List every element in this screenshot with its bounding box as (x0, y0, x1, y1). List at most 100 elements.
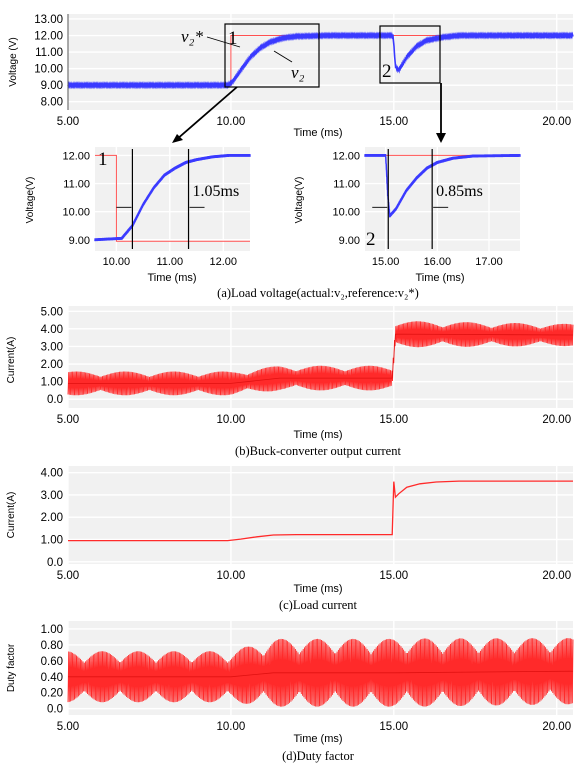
y-axis-label: Duty factor (6, 643, 17, 692)
y-tick-label: 0.0 (47, 704, 63, 716)
y-tick-label: 2.00 (41, 359, 63, 371)
y-tick-label: 13.00 (34, 14, 63, 26)
x-tick-label: 15.00 (379, 414, 408, 426)
y-tick-label: 0.60 (41, 656, 63, 668)
series-group (67, 31, 574, 90)
x-tick-label: 20.00 (542, 116, 571, 128)
plot-area (68, 14, 573, 110)
y-tick-label: 10.00 (34, 64, 63, 76)
chart-duty-factor: 0.0 0.20 0.40 0.60 0.80 1.00 5.00 10.00 15.00 20.… (6, 621, 574, 745)
y-tick-label: 11.00 (35, 47, 63, 59)
series-group (94, 153, 251, 242)
duty-factor-ripple-mean (68, 670, 574, 678)
chart-buck-current: 0.0 1.00 2.00 3.00 4.00 5.00 5.00 10.00 15.00 20.… (6, 306, 574, 441)
y-tick-label: 1.00 (41, 624, 63, 636)
x-axis-label: Time (ms) (147, 272, 196, 284)
x-tick-label: 17.00 (475, 256, 503, 268)
y-tick-label: 0.20 (41, 688, 63, 700)
x-axis-label: Time (ms) (415, 272, 464, 284)
y-tick-label: 5.00 (41, 306, 63, 318)
x-tick-label: 10.00 (217, 414, 246, 426)
chart-load-current: 0.0 1.00 2.00 3.00 4.00 5.00 10.00 15.00 20.00 C… (6, 466, 573, 595)
y-tick-label: 10.00 (62, 207, 90, 219)
x-axis-label: Time (ms) (293, 127, 342, 139)
tick-labels: 0.0 1.00 2.00 3.00 4.00 5.00 10.00 15.00 20.00 (41, 468, 571, 582)
plot-area (365, 147, 520, 251)
interval-label: 0.85ms (436, 183, 483, 200)
x-tick-label: 12.00 (210, 256, 238, 268)
x-tick-label: 10.00 (217, 721, 246, 733)
x-tick-label: 15.00 (379, 721, 408, 733)
reference-series-label: v₂* (181, 27, 203, 46)
y-tick-label: 0.40 (41, 672, 63, 684)
interval-label: 1.05ms (193, 183, 240, 200)
y-axis-label: Current(A) (6, 337, 17, 384)
y-tick-label: 4.00 (41, 324, 63, 336)
zoom-box-1 (224, 23, 320, 88)
chart-voltage-zoom-1: 9.00 10.00 11.00 12.00 10.00 11.00 12.00 Volta… (25, 147, 251, 284)
x-tick-label: 10.00 (217, 570, 246, 582)
y-tick-label: 9.00 (339, 235, 360, 247)
y-tick-label: 1.00 (41, 377, 63, 389)
series-group (67, 321, 574, 396)
zoom-panel-1-label: 1 (98, 149, 108, 170)
y-tick-label: 12.00 (62, 150, 90, 162)
y-tick-label: 11.00 (63, 179, 90, 191)
y-tick-label: 8.00 (41, 97, 63, 109)
caption-b: (b)Buck-converter output current (235, 444, 401, 458)
tick-labels: 0.0 0.20 0.40 0.60 0.80 1.00 5.00 10.00 15.00 20.… (41, 624, 571, 733)
caption-c: (c)Load current (279, 598, 358, 612)
y-tick-label: 0.80 (41, 640, 63, 652)
y-tick-label: 10.00 (332, 207, 360, 219)
series-group (67, 638, 574, 707)
x-tick-label: 15.00 (379, 570, 408, 582)
actual-label-arrow (273, 50, 293, 63)
y-tick-label: 9.00 (69, 235, 90, 247)
caption-d: (d)Duty factor (282, 749, 355, 763)
y-tick-label: 4.00 (41, 468, 63, 480)
x-tick-label: 20.00 (542, 570, 571, 582)
x-tick-label: 5.00 (57, 570, 79, 582)
actual-series-label: v₂ (291, 63, 305, 82)
y-tick-label: 9.00 (41, 80, 63, 92)
series-group (364, 153, 521, 218)
x-tick-label: 15.00 (379, 116, 408, 128)
x-tick-label: 20.00 (542, 414, 571, 426)
reference-voltage-line (95, 154, 250, 242)
x-axis-label: Time (ms) (293, 733, 342, 745)
y-tick-label: 3.00 (41, 490, 63, 502)
zoom-arrow-1-head (172, 134, 183, 143)
plot-area (95, 147, 250, 251)
tick-labels: 9.00 10.00 11.00 12.00 10.00 11.00 12.00 (62, 150, 237, 268)
x-tick-label: 10.00 (217, 116, 246, 128)
plot-area (68, 306, 573, 408)
y-tick-label: 0.0 (47, 557, 63, 569)
chart-voltage-main: 8.00 9.00 10.00 11.00 12.00 13.00 5.00 10.00 15.… (8, 14, 574, 143)
x-tick-label: 15.00 (372, 256, 400, 268)
x-tick-label: 11.00 (156, 256, 183, 268)
gridlines (67, 466, 573, 564)
y-tick-label: 11.00 (333, 179, 360, 191)
x-tick-label: 20.00 (542, 721, 571, 733)
actual-voltage-line (364, 153, 521, 218)
reference-label-arrow (206, 36, 241, 48)
y-tick-label: 12.00 (34, 31, 63, 43)
y-tick-label: 1.00 (41, 535, 63, 547)
y-tick-label: 2.00 (41, 512, 63, 524)
actual-voltage-line (67, 31, 574, 90)
y-tick-label: 0.0 (47, 394, 63, 406)
y-tick-label: 12.00 (332, 150, 360, 162)
actual-voltage-line (94, 153, 251, 242)
y-axis-label: Voltage(V) (25, 177, 36, 224)
zoom-panel-2-label: 2 (366, 229, 376, 250)
x-tick-label: 16.00 (424, 256, 452, 268)
zoom-arrow-2-head (436, 133, 446, 143)
load-current-line (68, 480, 573, 542)
series-group (68, 480, 573, 542)
x-tick-label: 5.00 (57, 414, 79, 426)
x-tick-label: 5.00 (57, 721, 79, 733)
y-tick-label: 3.00 (41, 341, 63, 353)
y-axis-label: Voltage(V) (294, 177, 305, 224)
caption-a: (a)Load voltage(actual:v₂,reference:v₂*) (217, 286, 419, 300)
